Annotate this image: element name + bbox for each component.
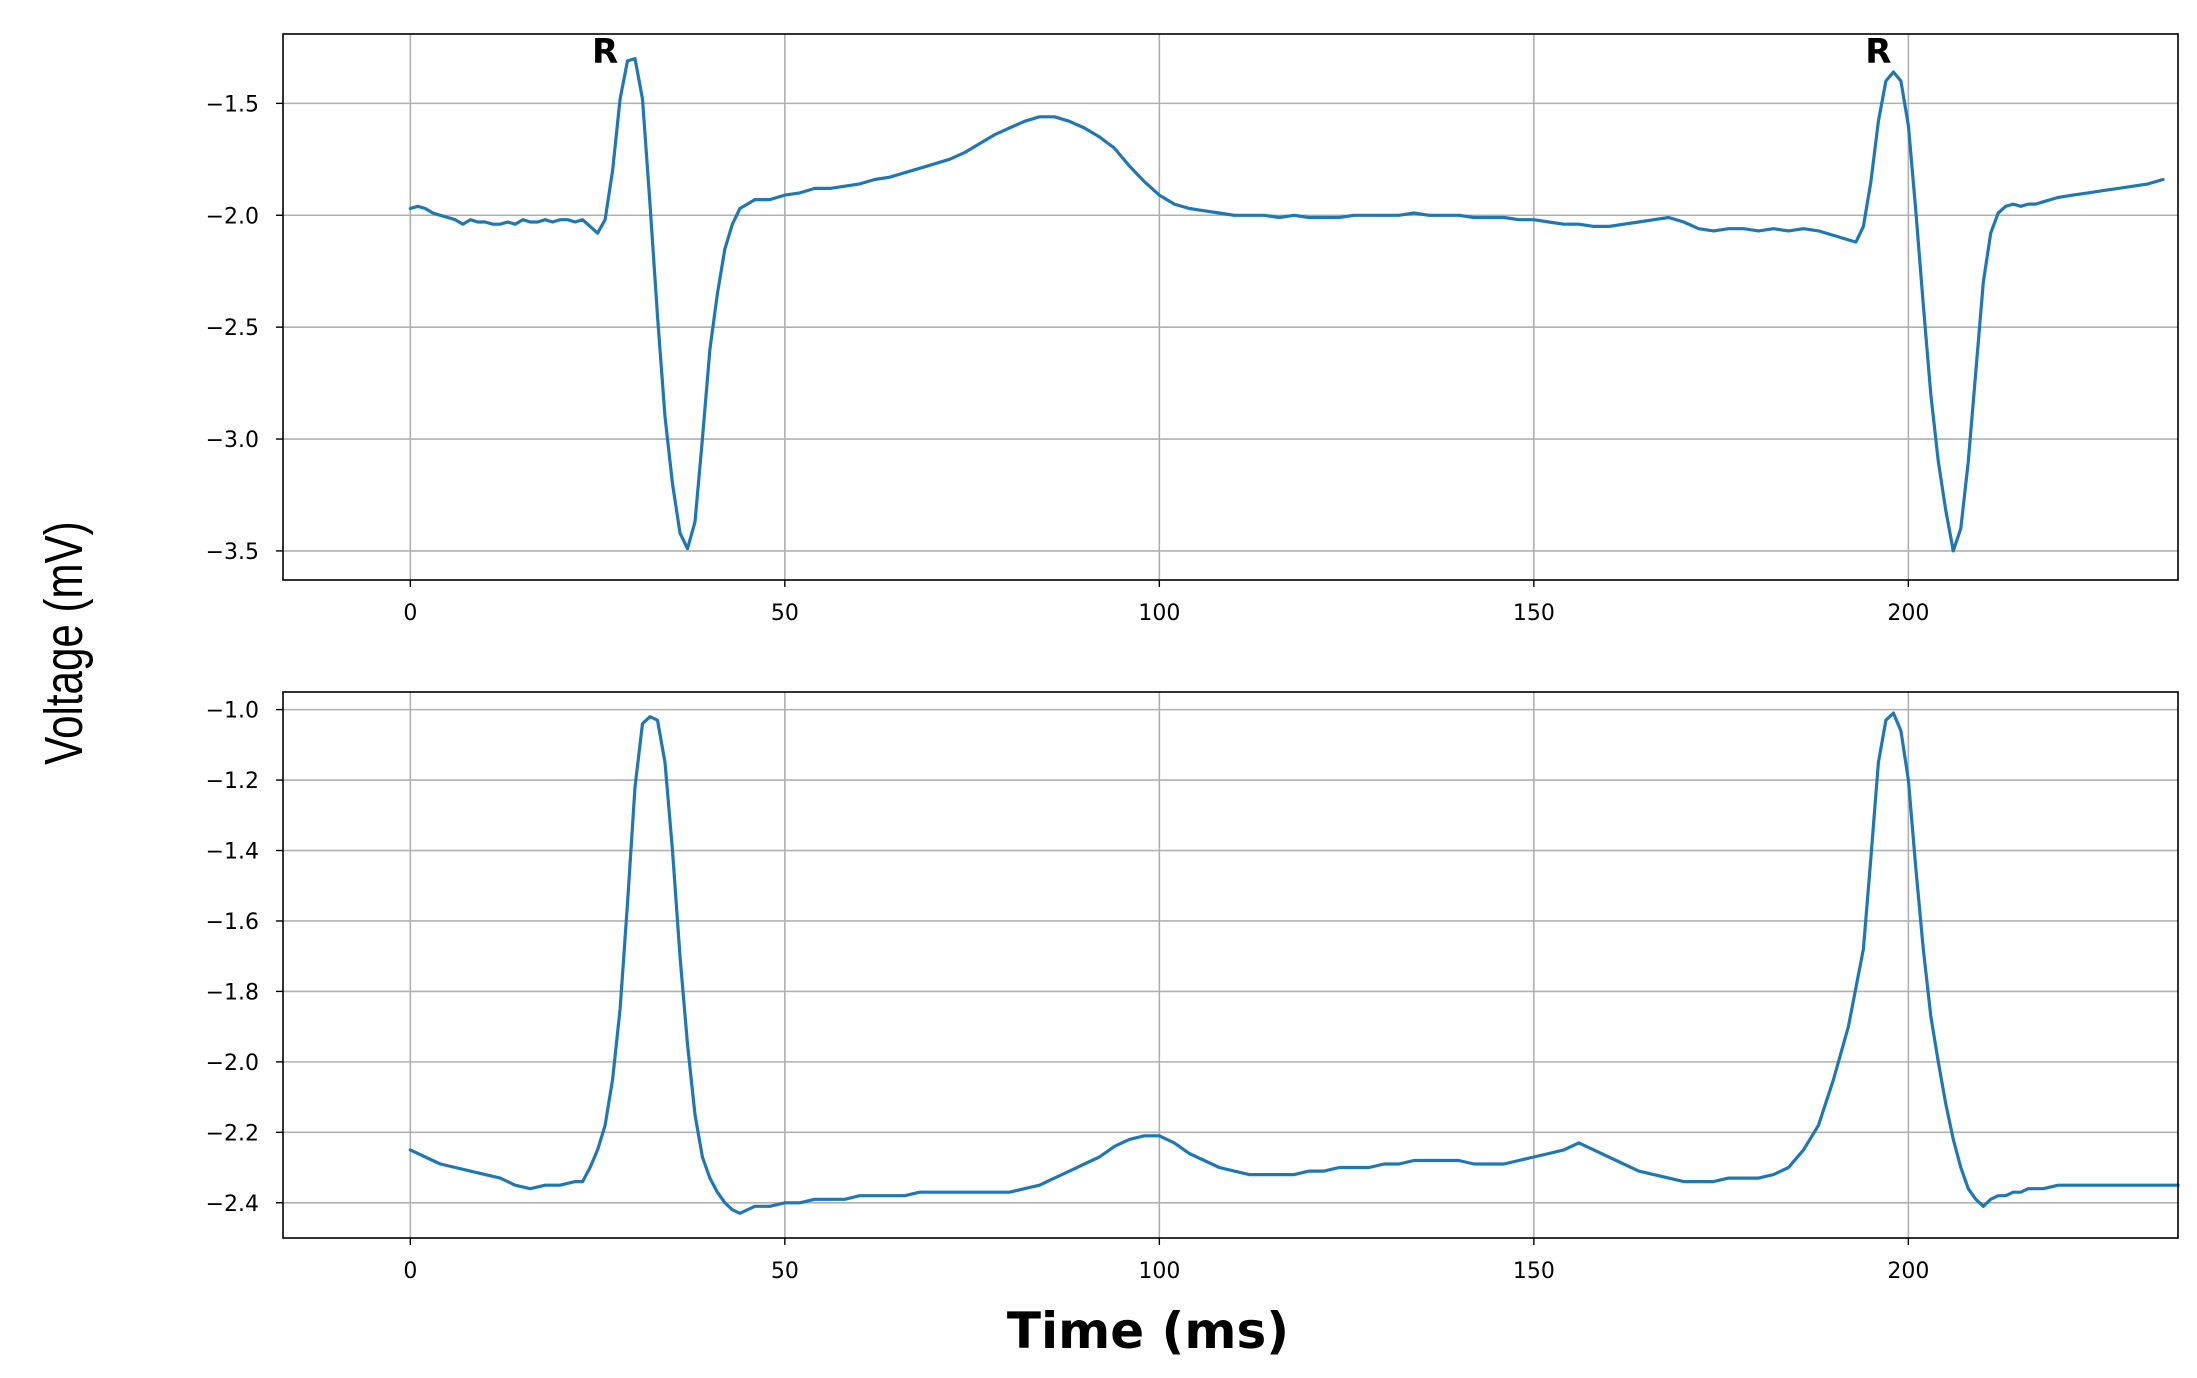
x-tick-label: 150 — [1513, 601, 1555, 626]
y-tick-label: −2.2 — [206, 1121, 259, 1146]
x-tick-label: 0 — [403, 601, 417, 626]
r-peak-label: R — [592, 32, 618, 72]
x-tick-label: 0 — [403, 1259, 417, 1284]
x-tick-label: 100 — [1138, 601, 1180, 626]
y-tick-label: −1.6 — [206, 910, 259, 935]
y-tick-label: −3.0 — [206, 428, 259, 453]
x-tick-label: 200 — [1887, 601, 1929, 626]
y-tick-label: −2.0 — [206, 1051, 259, 1076]
y-tick-label: −1.2 — [206, 769, 259, 794]
x-tick-label: 100 — [1138, 1259, 1180, 1284]
x-tick-label: 150 — [1513, 1259, 1555, 1284]
y-tick-label: −1.4 — [206, 840, 259, 865]
y-tick-label: −3.5 — [206, 540, 259, 565]
plot-frame — [282, 691, 2179, 1239]
x-tick-label: 50 — [771, 601, 799, 626]
y-tick-label: −2.0 — [206, 204, 259, 229]
y-tick-label: −2.4 — [206, 1192, 259, 1217]
bottom-panel: 0 50 100 150 200 −1.0 −1.2 −1.4 −1.6 −1.8 −2.0 −2.2… — [206, 691, 2180, 1284]
top-panel: 0 50 100 150 200 −1.5 −2.0 −2.5 −3.0 −3.5 R R — [206, 32, 2179, 626]
y-tick-label: −1.8 — [206, 980, 259, 1005]
x-tick-label: 50 — [771, 1259, 799, 1284]
y-axis-title: Voltage (mV) — [34, 521, 94, 764]
plot-frame — [282, 33, 2179, 581]
y-tick-label: −1.0 — [206, 699, 259, 724]
x-axis-title: Time (ms) — [1007, 1302, 1289, 1360]
ecg-trace-line — [408, 57, 2165, 553]
y-tick-label: −1.5 — [206, 92, 259, 117]
ecg-trace-line — [408, 711, 2180, 1215]
r-peak-label: R — [1865, 32, 1891, 72]
y-tick-label: −2.5 — [206, 316, 259, 341]
x-tick-label: 200 — [1887, 1259, 1929, 1284]
